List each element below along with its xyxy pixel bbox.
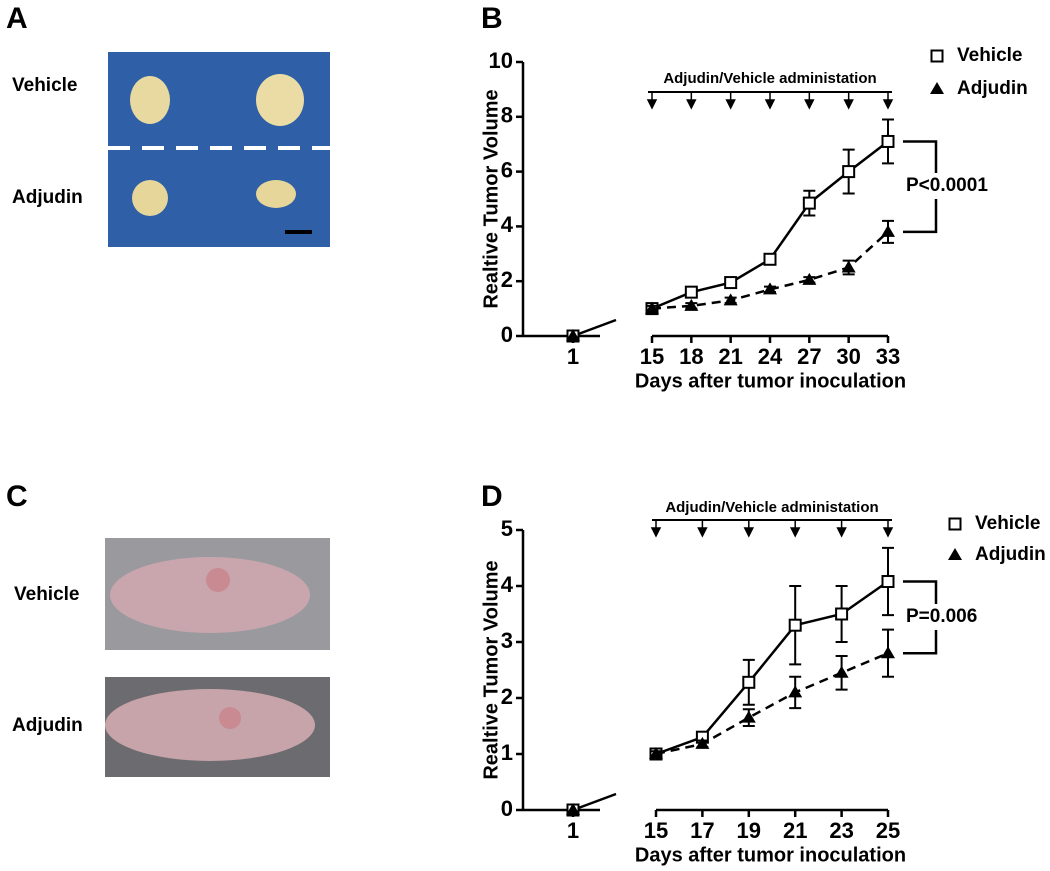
x-tick-label: 19 (737, 818, 761, 843)
marker (881, 575, 895, 589)
admin-arrow (764, 92, 776, 110)
x-tick-label: 1 (567, 818, 579, 843)
annotation: Adjudin/Vehicle administation (665, 499, 878, 516)
y-axis-label: Realtive Tumor Volume (480, 89, 502, 308)
marker (948, 517, 962, 531)
marker (881, 134, 895, 148)
y-tick-label: 2 (501, 684, 513, 709)
marker (695, 736, 710, 749)
x-tick-label: 18 (679, 344, 703, 369)
admin-arrow (836, 520, 847, 538)
marker (802, 196, 816, 210)
marker (881, 224, 895, 237)
marker (724, 276, 738, 290)
admin-arrow (882, 92, 894, 110)
series-line (655, 652, 889, 756)
y-tick-label: 1 (501, 740, 513, 765)
photo-label: Vehicle (12, 75, 78, 96)
admin-arrow (697, 520, 708, 538)
admin-arrow (743, 520, 755, 538)
marker (742, 675, 756, 689)
marker (834, 665, 849, 678)
x-tick-label: 25 (876, 818, 900, 843)
marker (684, 298, 699, 311)
y-tick-label: 0 (501, 796, 513, 821)
admin-arrow (686, 92, 697, 110)
photo-label: Adjudin (12, 715, 83, 736)
admin-arrow (789, 520, 801, 538)
admin-arrow (882, 520, 894, 538)
x-tick-label: 30 (836, 344, 860, 369)
marker (930, 49, 944, 63)
y-tick-label: 10 (489, 48, 513, 73)
x-axis-label: Days after tumor inoculation (635, 370, 906, 392)
marker (930, 82, 944, 94)
admin-arrow (725, 92, 736, 110)
y-tick-label: 5 (501, 516, 513, 541)
marker (835, 607, 849, 621)
x-tick-label: 23 (829, 818, 853, 843)
x-tick-label: 17 (690, 818, 714, 843)
p-value-bg (903, 173, 1003, 199)
marker (841, 260, 856, 273)
x-axis-label: Days after tumor inoculation (635, 844, 906, 866)
marker (723, 293, 738, 306)
marker (649, 747, 663, 759)
x-tick-label: 15 (644, 818, 668, 843)
legend-label: Adjudin (975, 544, 1046, 565)
admin-arrow (650, 520, 662, 538)
panel-label: C (6, 480, 28, 513)
p-value: P<0.0001 (906, 175, 988, 196)
photo-label: Adjudin (12, 187, 83, 208)
admin-arrow (843, 92, 854, 110)
marker (763, 282, 777, 295)
marker (881, 646, 895, 659)
axis-break (572, 318, 617, 338)
x-tick-label: 21 (718, 344, 742, 369)
y-tick-label: 8 (501, 103, 513, 128)
photo-mice (105, 538, 330, 777)
photo-label: Vehicle (14, 584, 80, 605)
y-tick-label: 2 (501, 267, 513, 292)
legend-label: Vehicle (957, 45, 1023, 66)
legend-label: Adjudin (957, 78, 1028, 99)
legend-label: Vehicle (975, 513, 1041, 534)
marker (684, 285, 698, 299)
x-tick-label: 24 (758, 344, 783, 369)
x-tick-label: 27 (797, 344, 821, 369)
panel-label: A (6, 2, 28, 35)
y-tick-label: 6 (501, 157, 513, 182)
panel-label: B (481, 2, 503, 35)
marker (788, 685, 803, 698)
panel-label: D (481, 480, 503, 513)
annotation: Adjudin/Vehicle administation (663, 70, 876, 87)
marker (948, 548, 962, 560)
marker (788, 618, 802, 632)
marker (842, 165, 856, 179)
marker (645, 301, 659, 314)
y-tick-label: 3 (501, 628, 513, 653)
marker (741, 710, 756, 723)
y-tick-label: 4 (501, 212, 514, 237)
x-tick-label: 33 (876, 344, 900, 369)
admin-arrow (804, 92, 815, 110)
admin-arrow (646, 92, 658, 110)
x-tick-label: 21 (783, 818, 807, 843)
photo-tumors (108, 52, 330, 247)
x-tick-label: 15 (640, 344, 664, 369)
marker (566, 329, 580, 341)
marker (763, 252, 777, 266)
y-tick-label: 4 (501, 572, 514, 597)
axis-break (572, 792, 617, 812)
p-value: P=0.006 (906, 606, 977, 627)
series-line (655, 580, 889, 756)
x-tick-label: 1 (567, 344, 579, 369)
y-tick-label: 0 (501, 322, 513, 347)
y-axis-label: Realtive Tumor Volume (480, 560, 502, 779)
p-value-bg (903, 604, 1003, 630)
marker (802, 272, 817, 285)
marker (566, 803, 580, 815)
